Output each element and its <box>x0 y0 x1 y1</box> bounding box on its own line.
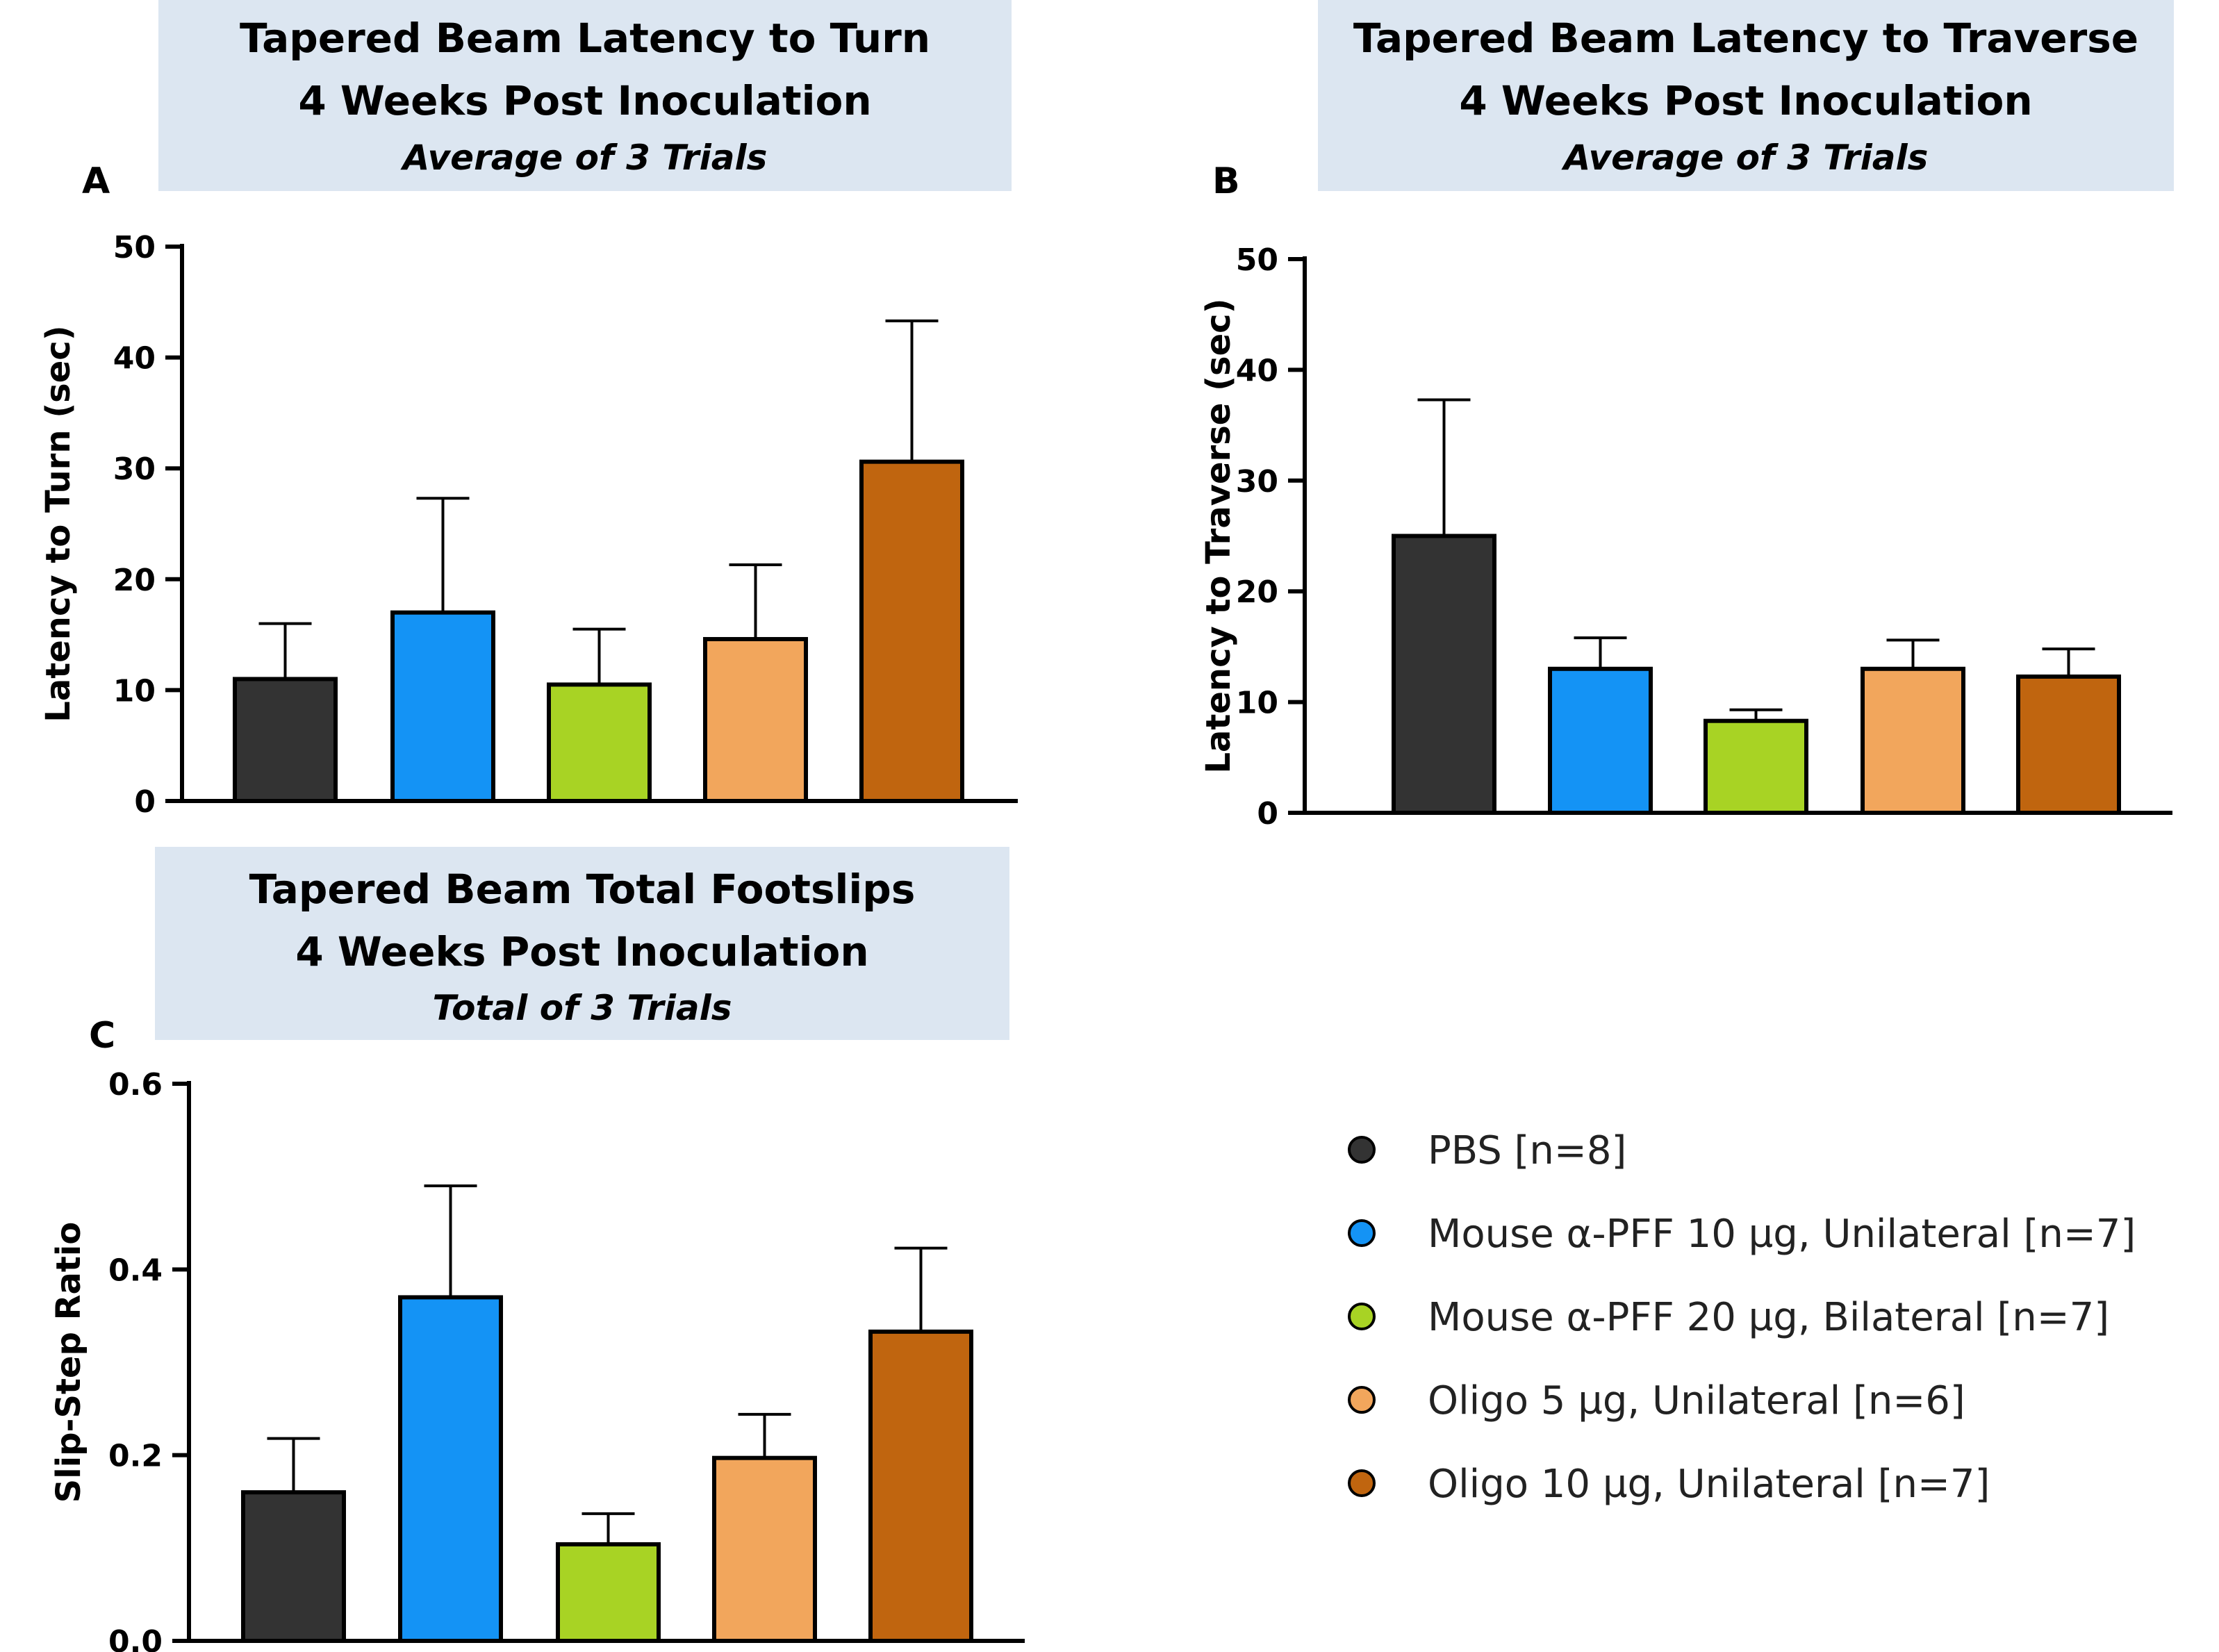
chart-title-box <box>158 0 1012 191</box>
y-tick-label: 0.2 <box>108 1439 163 1474</box>
y-tick-label: 0 <box>1257 796 1278 832</box>
y-axis-label: Latency to Turn (sec) <box>39 325 78 722</box>
legend-label: Mouse α-PFF 10 µg, Unilateral [n=7] <box>1428 1212 2136 1257</box>
panel-letter: B <box>1212 160 1240 202</box>
legend-item: PBS [n=8] <box>1348 1128 1626 1173</box>
legend-item: Mouse α-PFF 10 µg, Unilateral [n=7] <box>1348 1212 2136 1257</box>
chart-title-line: Tapered Beam Latency to Turn <box>240 15 930 62</box>
bar <box>241 1490 346 1643</box>
y-tick-label: 40 <box>113 341 156 377</box>
y-tick-label: 0.4 <box>108 1253 163 1288</box>
legend-marker <box>1348 1303 1376 1330</box>
bar <box>712 1455 817 1644</box>
y-tick-label: 50 <box>113 230 156 265</box>
bar <box>398 1295 503 1644</box>
y-tick-label: 10 <box>1236 686 1278 721</box>
y-tick-label: 10 <box>113 673 156 709</box>
legend-marker <box>1348 1219 1376 1247</box>
y-tick-label: 0.0 <box>108 1624 163 1652</box>
y-tick-label: 50 <box>1236 242 1278 278</box>
bar <box>2016 674 2121 815</box>
y-tick-label: 30 <box>113 452 156 487</box>
y-tick-label: 40 <box>1236 353 1278 388</box>
bar <box>703 636 808 804</box>
chart-panel-a: Tapered Beam Latency to Turn 4 Weeks Post… <box>39 0 1018 820</box>
legend-label: Oligo 5 µg, Unilateral [n=6] <box>1428 1378 1965 1423</box>
chart-panel-b: Tapered Beam Latency to Traverse 4 Weeks … <box>1199 0 2174 832</box>
bar <box>1861 666 1965 816</box>
bar <box>1704 718 1808 815</box>
legend-item: Oligo 10 µg, Unilateral [n=7] <box>1348 1462 1990 1507</box>
chart-title-line: Tapered Beam Total Footslips <box>249 866 916 913</box>
chart-title-box <box>1318 0 2174 191</box>
bar <box>859 459 964 804</box>
bar <box>556 1542 661 1643</box>
y-axis-label: Latency to Traverse (sec) <box>1199 298 1238 773</box>
bar <box>1548 666 1653 816</box>
chart-title-box <box>155 847 1009 1040</box>
bar <box>390 610 495 803</box>
legend-label: Oligo 10 µg, Unilateral [n=7] <box>1428 1462 1990 1507</box>
chart-title-line: Tapered Beam Latency to Traverse <box>1353 15 2138 62</box>
legend-marker <box>1348 1386 1376 1414</box>
chart-title-line: 4 Weeks Post Inoculation <box>1459 77 2032 124</box>
y-axis-label: Slip-Step Ratio <box>49 1222 88 1503</box>
chart-title-line: 4 Weeks Post Inoculation <box>298 77 871 124</box>
bar <box>547 682 652 803</box>
y-tick-label: 30 <box>1236 464 1278 499</box>
legend-item: Oligo 5 µg, Unilateral [n=6] <box>1348 1378 1965 1423</box>
legend-label: Mouse α-PFF 20 µg, Bilateral [n=7] <box>1428 1295 2109 1340</box>
y-tick-label: 20 <box>113 563 156 598</box>
y-tick-label: 0 <box>134 784 156 820</box>
y-tick-label: 20 <box>1236 575 1278 610</box>
panel-letter: C <box>89 1015 115 1057</box>
legend-marker <box>1348 1136 1376 1164</box>
legend-marker <box>1348 1469 1376 1497</box>
chart-title-line: 4 Weeks Post Inoculation <box>295 928 868 975</box>
y-tick-label: 0.6 <box>108 1067 163 1102</box>
panel-letter: A <box>82 160 110 202</box>
legend-label: PBS [n=8] <box>1428 1128 1626 1173</box>
bar <box>868 1329 973 1643</box>
bar <box>1392 534 1496 815</box>
chart-panel-c: Tapered Beam Total Footslips 4 Weeks Post… <box>49 847 1025 1652</box>
chart-subtitle: Average of 3 Trials <box>400 138 768 178</box>
chart-subtitle: Total of 3 Trials <box>433 988 732 1028</box>
legend: PBS [n=8] Mouse α-PFF 10 µg, Unilateral [… <box>1348 1128 2136 1507</box>
legend-item: Mouse α-PFF 20 µg, Bilateral [n=7] <box>1348 1295 2109 1340</box>
chart-subtitle: Average of 3 Trials <box>1561 138 1929 178</box>
bar <box>233 677 338 803</box>
